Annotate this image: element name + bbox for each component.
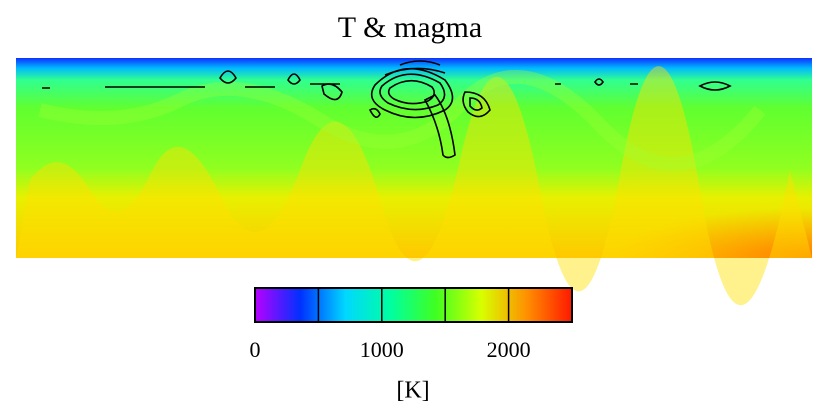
chart-title: T & magma [338, 11, 482, 44]
magma-contours [42, 60, 732, 159]
temperature-field [16, 58, 812, 306]
colorbar [254, 287, 573, 323]
colorbar-tick-label: 0 [250, 337, 261, 362]
field-hot-corner [16, 58, 812, 258]
colorbar-tick-label: 1000 [360, 337, 404, 362]
field-swirl [38, 69, 766, 172]
colorbar-label: [K] [396, 378, 429, 404]
field-plumes [16, 66, 812, 306]
colorbar-tick-label: 2000 [487, 337, 531, 362]
